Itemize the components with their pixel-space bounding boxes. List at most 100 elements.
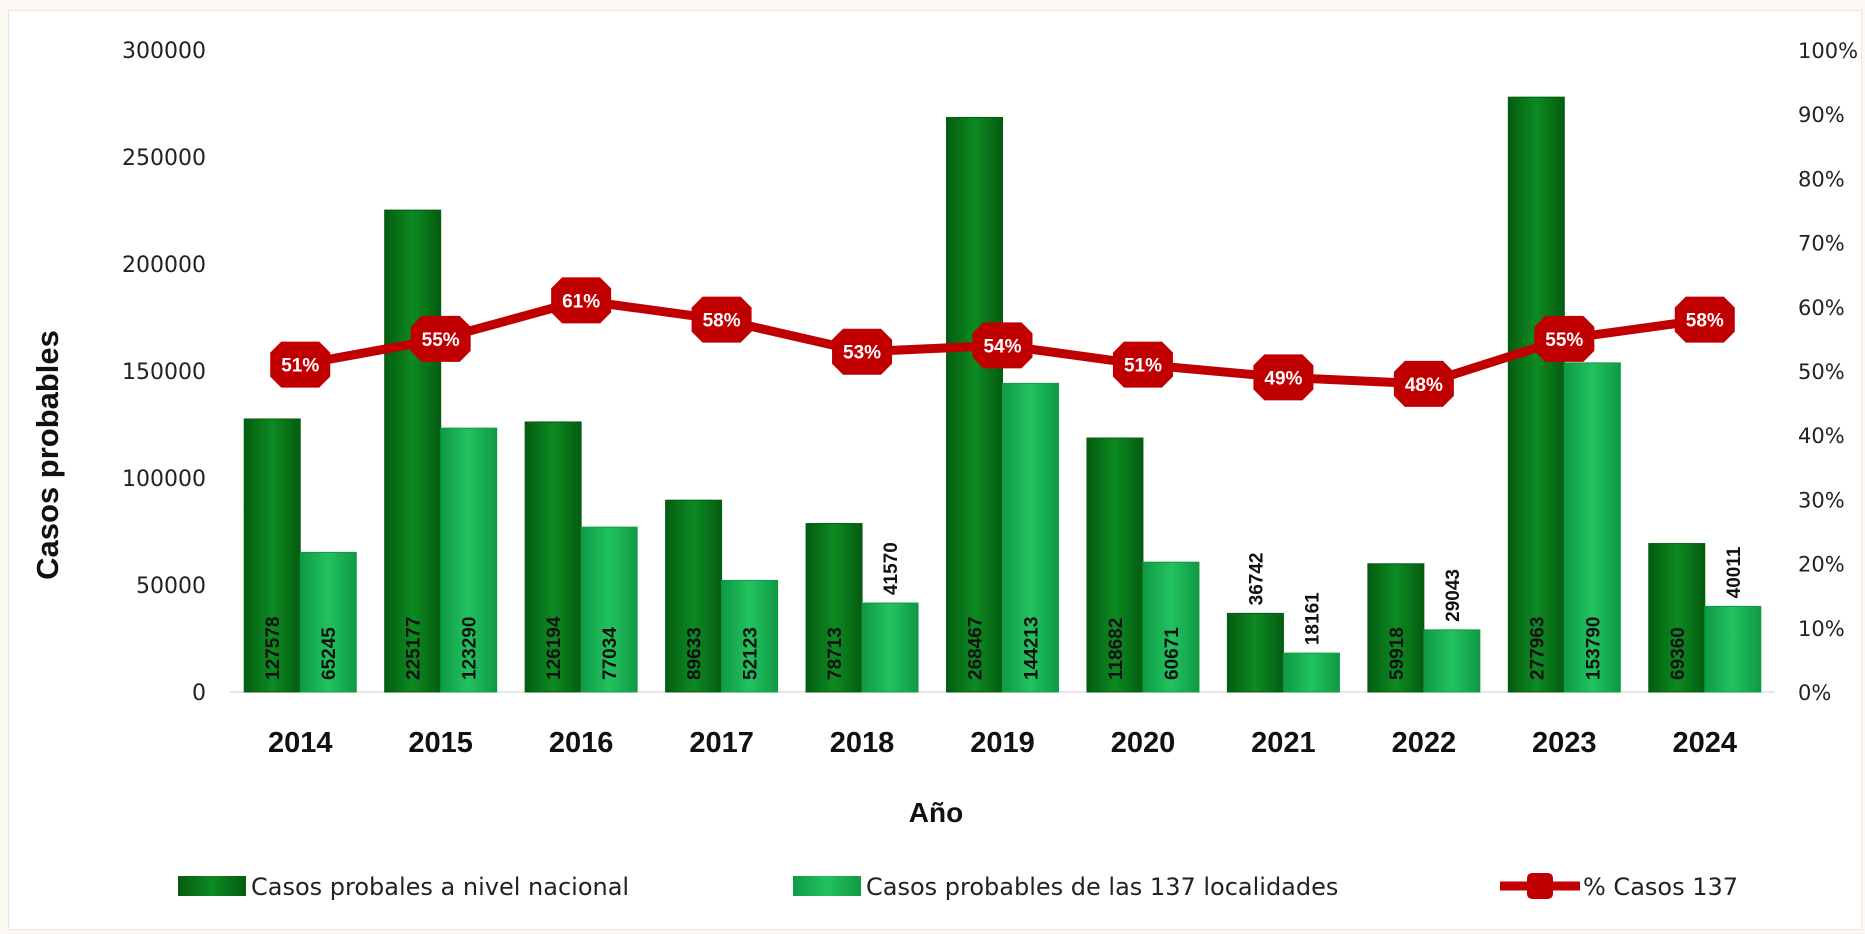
bar-series: 127578 65245 225177 123290 126194 77034 89633 5… — [243, 96, 1762, 693]
percent-marker — [551, 277, 612, 324]
bar-data-label: 36742 — [1246, 553, 1267, 606]
x-tick-label: 2019 — [970, 727, 1035, 759]
bar-data-label: 77034 — [600, 627, 621, 680]
bar-nacional — [665, 499, 723, 693]
bar-data-label: 69360 — [1668, 627, 1689, 680]
bar-nacional — [1226, 612, 1284, 693]
x-tick-label: 2022 — [1392, 727, 1457, 759]
x-tick-label: 2020 — [1111, 727, 1176, 759]
bar-137-localidades — [299, 551, 357, 693]
legend-label: % Casos 137 — [1583, 873, 1738, 901]
bar-data-label: 126194 — [544, 616, 565, 680]
bar-data-label: 118682 — [1106, 618, 1127, 680]
percent-marker — [1534, 315, 1595, 362]
bar-nacional — [1086, 437, 1144, 693]
percent-marker — [1393, 360, 1454, 407]
legend-swatch — [793, 876, 861, 896]
percent-data-label: 54% — [983, 336, 1021, 357]
bar-nacional — [805, 523, 863, 693]
x-tick-label: 2016 — [549, 727, 614, 759]
bar-137-localidades — [1423, 629, 1481, 693]
x-axis-title: Año — [909, 797, 963, 828]
bar-137-localidades — [721, 579, 779, 693]
bar-137-localidades — [1002, 382, 1059, 693]
bar-data-label: 144213 — [1022, 617, 1043, 680]
percent-data-label: 53% — [843, 343, 881, 364]
bar-137-localidades — [1704, 605, 1762, 693]
x-tick-label: 2024 — [1673, 727, 1738, 759]
bar-data-label: 225177 — [404, 617, 425, 680]
x-axis: 2014 2015 2016 2017 2018 2019 2020 2021 2022 2023… — [268, 727, 1737, 759]
bar-data-label: 41570 — [881, 542, 902, 595]
bar-137-localidades — [1563, 362, 1621, 693]
legend-swatch-marker — [1527, 873, 1553, 899]
legend-label: Casos probales a nivel nacional — [251, 873, 629, 901]
bar-data-label: 153790 — [1583, 617, 1604, 680]
y2-tick-label: 30% — [1798, 488, 1845, 512]
percent-data-label: 51% — [281, 356, 319, 377]
x-tick-label: 2023 — [1532, 727, 1597, 759]
bar-nacional — [384, 209, 442, 693]
bar-data-label: 268467 — [966, 617, 987, 680]
y2-tick-label: 20% — [1798, 553, 1845, 577]
bar-137-localidades — [580, 526, 638, 693]
bar-data-label: 123290 — [460, 617, 481, 680]
y-tick-label: 250000 — [122, 146, 206, 171]
bar-nacional — [243, 418, 301, 693]
y-tick-label: 50000 — [136, 574, 206, 599]
percent-data-label: 61% — [562, 291, 600, 312]
y2-tick-label: 60% — [1798, 296, 1845, 320]
bar-data-label: 40011 — [1724, 546, 1745, 598]
y-tick-label: 300000 — [122, 39, 206, 64]
y2-tick-label: 80% — [1798, 167, 1845, 191]
percent-marker — [1253, 354, 1314, 401]
y-tick-label: 100000 — [122, 467, 206, 492]
percent-data-label: 55% — [1545, 330, 1583, 351]
bar-data-label: 127578 — [263, 617, 284, 680]
percent-marker — [1674, 296, 1735, 343]
x-tick-label: 2014 — [268, 727, 333, 759]
y2-tick-label: 70% — [1798, 232, 1845, 256]
y2-tick-label: 0% — [1798, 681, 1831, 705]
y2-tick-label: 40% — [1798, 424, 1845, 448]
x-tick-label: 2018 — [830, 727, 895, 759]
bar-137-localidades — [1282, 652, 1340, 693]
percent-marker — [832, 328, 893, 375]
y2-tick-label: 100% — [1798, 39, 1858, 63]
bar-137-localidades — [440, 427, 498, 693]
percent-marker — [972, 322, 1033, 369]
percent-marker — [691, 296, 752, 343]
percent-marker — [270, 341, 331, 388]
legend-label: Casos probables de las 137 localidades — [866, 873, 1338, 901]
percent-marker — [1112, 341, 1173, 388]
y-tick-label: 0 — [192, 681, 206, 706]
bar-data-label: 52123 — [741, 627, 762, 680]
percent-data-label: 51% — [1124, 356, 1162, 377]
bar-nacional — [946, 116, 1003, 693]
bar-data-label: 29043 — [1443, 569, 1464, 622]
legend-swatch — [178, 876, 246, 896]
bar-nacional — [1648, 543, 1706, 693]
line-series: 51% 55% 61% 58% 53% 54% 51% 49% 48% 55% 58% — [270, 277, 1735, 407]
x-tick-label: 2017 — [689, 727, 754, 759]
bar-137-localidades — [861, 602, 919, 693]
bar-data-label: 60671 — [1162, 627, 1183, 680]
percent-data-label: 49% — [1264, 368, 1302, 389]
y-tick-label: 150000 — [122, 360, 206, 385]
bar-137-localidades — [1142, 561, 1200, 693]
bar-nacional — [1367, 563, 1425, 693]
y-tick-label: 200000 — [122, 253, 206, 278]
bar-data-label: 65245 — [319, 627, 340, 680]
y-axis-right: 0% 10% 20% 30% 40% 50% 60% 70% 80% 90% 100% — [1798, 39, 1858, 705]
y2-tick-label: 90% — [1798, 103, 1845, 127]
percent-marker — [410, 315, 471, 362]
percent-data-label: 58% — [703, 311, 741, 332]
bar-data-label: 89633 — [685, 627, 706, 680]
bar-data-label: 18161 — [1302, 592, 1323, 645]
percent-data-label: 55% — [422, 330, 460, 351]
percent-data-label: 48% — [1405, 375, 1443, 396]
bar-data-label: 277963 — [1527, 617, 1548, 680]
percent-data-label: 58% — [1686, 311, 1724, 332]
bar-nacional — [524, 421, 582, 693]
